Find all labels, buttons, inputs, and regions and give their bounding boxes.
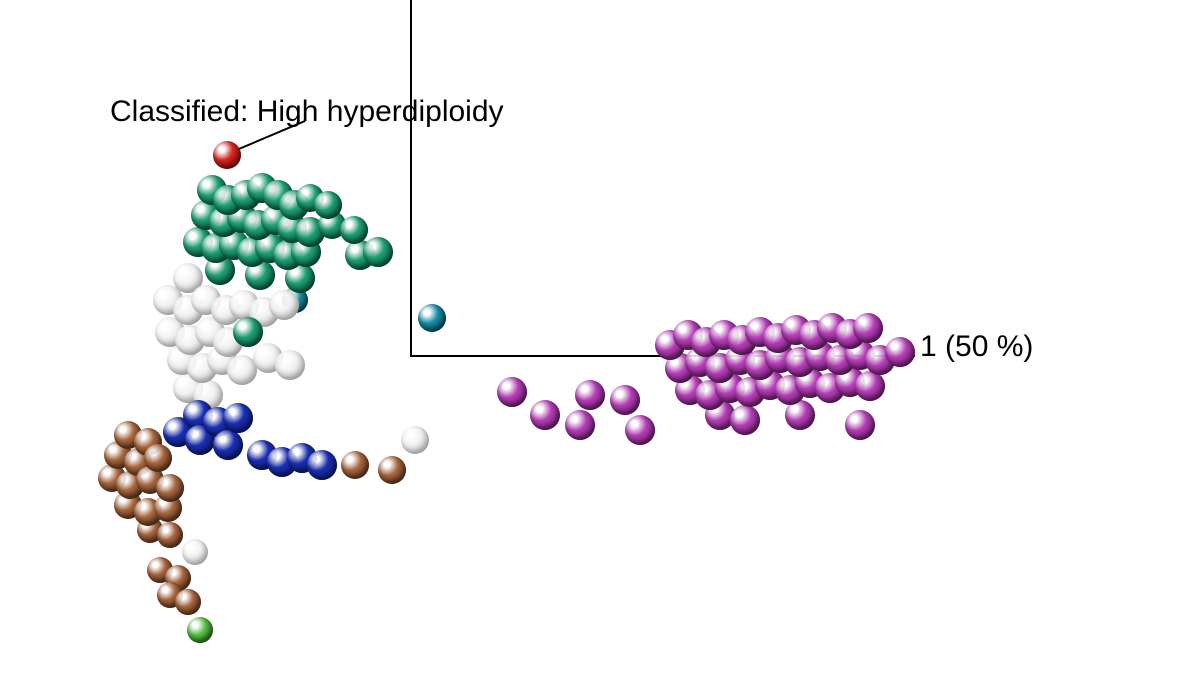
scatter-3d-plot: Classified: High hyperdiploidy 1 (50 %) [0, 0, 1200, 675]
annotation-classified: Classified: High hyperdiploidy [110, 95, 504, 129]
data-point [182, 539, 208, 565]
data-point [885, 337, 915, 367]
data-point [341, 451, 369, 479]
data-point [610, 385, 640, 415]
y-axis [410, 0, 412, 355]
data-point [340, 216, 368, 244]
data-point [853, 313, 883, 343]
data-point [497, 377, 527, 407]
data-point [187, 617, 213, 643]
data-point [223, 403, 253, 433]
data-point [213, 430, 243, 460]
data-point [314, 191, 342, 219]
data-point [307, 450, 337, 480]
data-point [269, 290, 299, 320]
data-point [363, 237, 393, 267]
data-point [401, 426, 429, 454]
data-point [378, 456, 406, 484]
data-point [233, 317, 263, 347]
data-point [157, 522, 183, 548]
data-point [418, 304, 446, 332]
data-point [213, 141, 241, 169]
data-point [845, 410, 875, 440]
x-axis-label: 1 (50 %) [920, 330, 1033, 364]
data-point [175, 589, 201, 615]
data-point [275, 350, 305, 380]
data-point [575, 380, 605, 410]
data-point [530, 400, 560, 430]
data-point [625, 415, 655, 445]
data-point [730, 405, 760, 435]
data-point [855, 371, 885, 401]
data-point [156, 474, 184, 502]
data-point [144, 444, 172, 472]
data-point [565, 410, 595, 440]
